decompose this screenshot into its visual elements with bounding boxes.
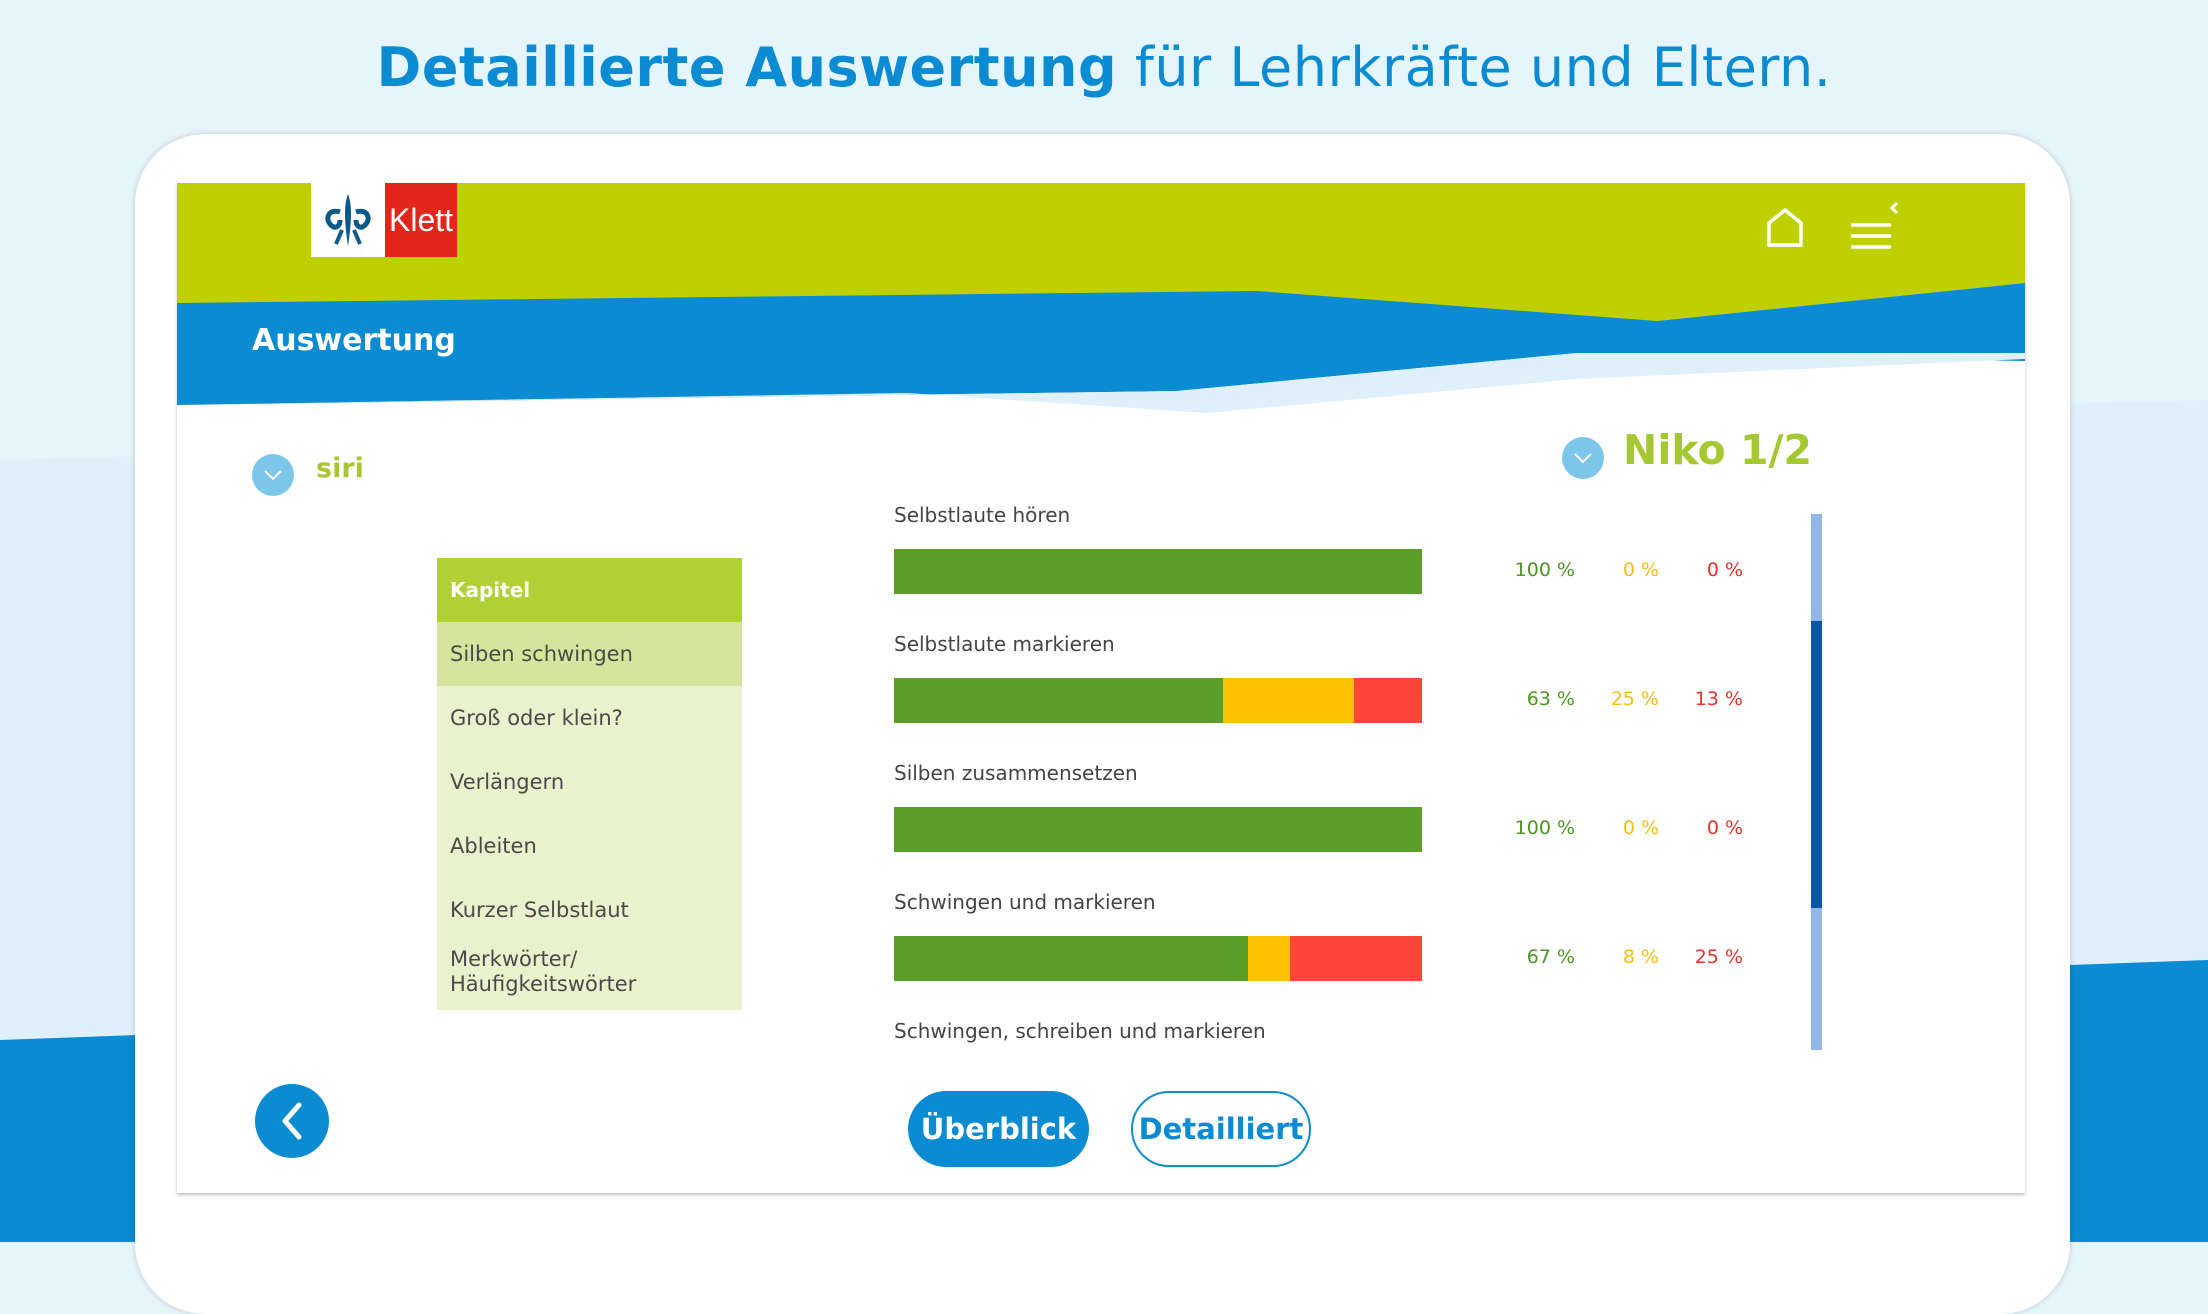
headline-strong: Detaillierte Auswertung — [376, 36, 1118, 99]
home-icon[interactable] — [1766, 207, 1804, 247]
class-selector-label[interactable]: siri — [316, 453, 364, 484]
chapter-item[interactable]: Silben schwingen — [437, 622, 742, 686]
result-bar — [894, 936, 1422, 981]
klett-emblem-icon — [311, 183, 385, 257]
class-dropdown-toggle[interactable] — [252, 454, 294, 496]
chapter-list-header: Kapitel — [437, 558, 742, 622]
chevron-left-icon — [282, 1102, 302, 1140]
detailed-button[interactable]: Detailliert — [1131, 1091, 1311, 1167]
scrollbar-thumb[interactable] — [1811, 621, 1822, 908]
results-scrollbar[interactable] — [1811, 514, 1822, 1050]
bar-segment-wrong — [1354, 678, 1422, 723]
app-screen: Klett Auswertung siri Niko 1/2 Kapitel S… — [177, 183, 2025, 1193]
percentage-wrong: 0 % — [1706, 559, 1743, 581]
chapter-item[interactable]: Ableiten — [450, 833, 537, 858]
klett-wordmark: Klett — [385, 183, 457, 257]
percentage-partial: 25 % — [1610, 688, 1659, 710]
exercise-label: Schwingen und markieren — [894, 890, 1156, 914]
percentage-partial: 8 % — [1622, 946, 1659, 968]
exercise-label: Schwingen, schreiben und markieren — [894, 1019, 1266, 1043]
chapter-item[interactable]: Verlängern — [450, 769, 565, 794]
bar-segment-wrong — [1289, 936, 1422, 981]
percentage-wrong: 25 % — [1694, 946, 1743, 968]
percentage-partial: 0 % — [1622, 559, 1659, 581]
overview-button[interactable]: Überblick — [908, 1091, 1089, 1167]
percentage-correct: 100 % — [1514, 559, 1575, 581]
result-bar — [894, 678, 1422, 723]
bar-segment-correct — [894, 678, 1224, 723]
exercise-label: Selbstlaute markieren — [894, 632, 1115, 656]
exercise-row: Silben zusammensetzen — [894, 761, 1594, 890]
menu-icon[interactable] — [1849, 201, 1899, 249]
percentage-correct: 63 % — [1526, 688, 1575, 710]
exercise-row: Schwingen und markieren — [894, 890, 1594, 1019]
exercise-row: Selbstlaute markieren — [894, 632, 1594, 761]
exercise-row: Selbstlaute hören — [894, 503, 1594, 632]
bar-segment-correct — [894, 807, 1422, 852]
page-title: Auswertung — [252, 323, 456, 358]
percentage-correct: 67 % — [1526, 946, 1575, 968]
chapter-list: Kapitel Silben schwingen Groß oder klein?… — [437, 558, 742, 1010]
bar-segment-correct — [894, 936, 1248, 981]
back-button[interactable] — [255, 1084, 329, 1158]
student-dropdown-toggle[interactable] — [1562, 437, 1604, 479]
chapter-item[interactable]: Merkwörter/ Häufigkeitswörter — [450, 947, 637, 996]
exercise-label: Silben zusammensetzen — [894, 761, 1138, 785]
chevron-down-icon — [264, 470, 282, 481]
header-banner — [177, 183, 2025, 413]
headline-rest: für Lehrkräfte und Eltern. — [1117, 36, 1832, 99]
percentage-partial: 0 % — [1622, 817, 1659, 839]
exercise-row: Schwingen, schreiben und markieren — [894, 1019, 1594, 1148]
promo-headline: Detaillierte Auswertung für Lehrkräfte u… — [0, 36, 2208, 99]
student-selector-label[interactable]: Niko 1/2 — [1623, 426, 1813, 474]
chapter-item[interactable]: Kurzer Selbstlaut — [450, 897, 629, 922]
chapter-item[interactable]: Groß oder klein? — [450, 705, 623, 730]
percentage-wrong: 0 % — [1706, 817, 1743, 839]
bar-segment-partial — [1247, 936, 1290, 981]
exercise-label: Selbstlaute hören — [894, 503, 1071, 527]
result-bar — [894, 807, 1422, 852]
percentage-wrong: 13 % — [1694, 688, 1743, 710]
klett-logo: Klett — [311, 183, 457, 257]
bar-segment-correct — [894, 549, 1422, 594]
percentage-correct: 100 % — [1514, 817, 1575, 839]
exercise-results: Selbstlaute hören Selbstlaute markieren Si… — [894, 503, 1594, 1193]
bar-segment-partial — [1223, 678, 1355, 723]
chevron-down-icon — [1574, 453, 1592, 464]
result-bar — [894, 549, 1422, 594]
